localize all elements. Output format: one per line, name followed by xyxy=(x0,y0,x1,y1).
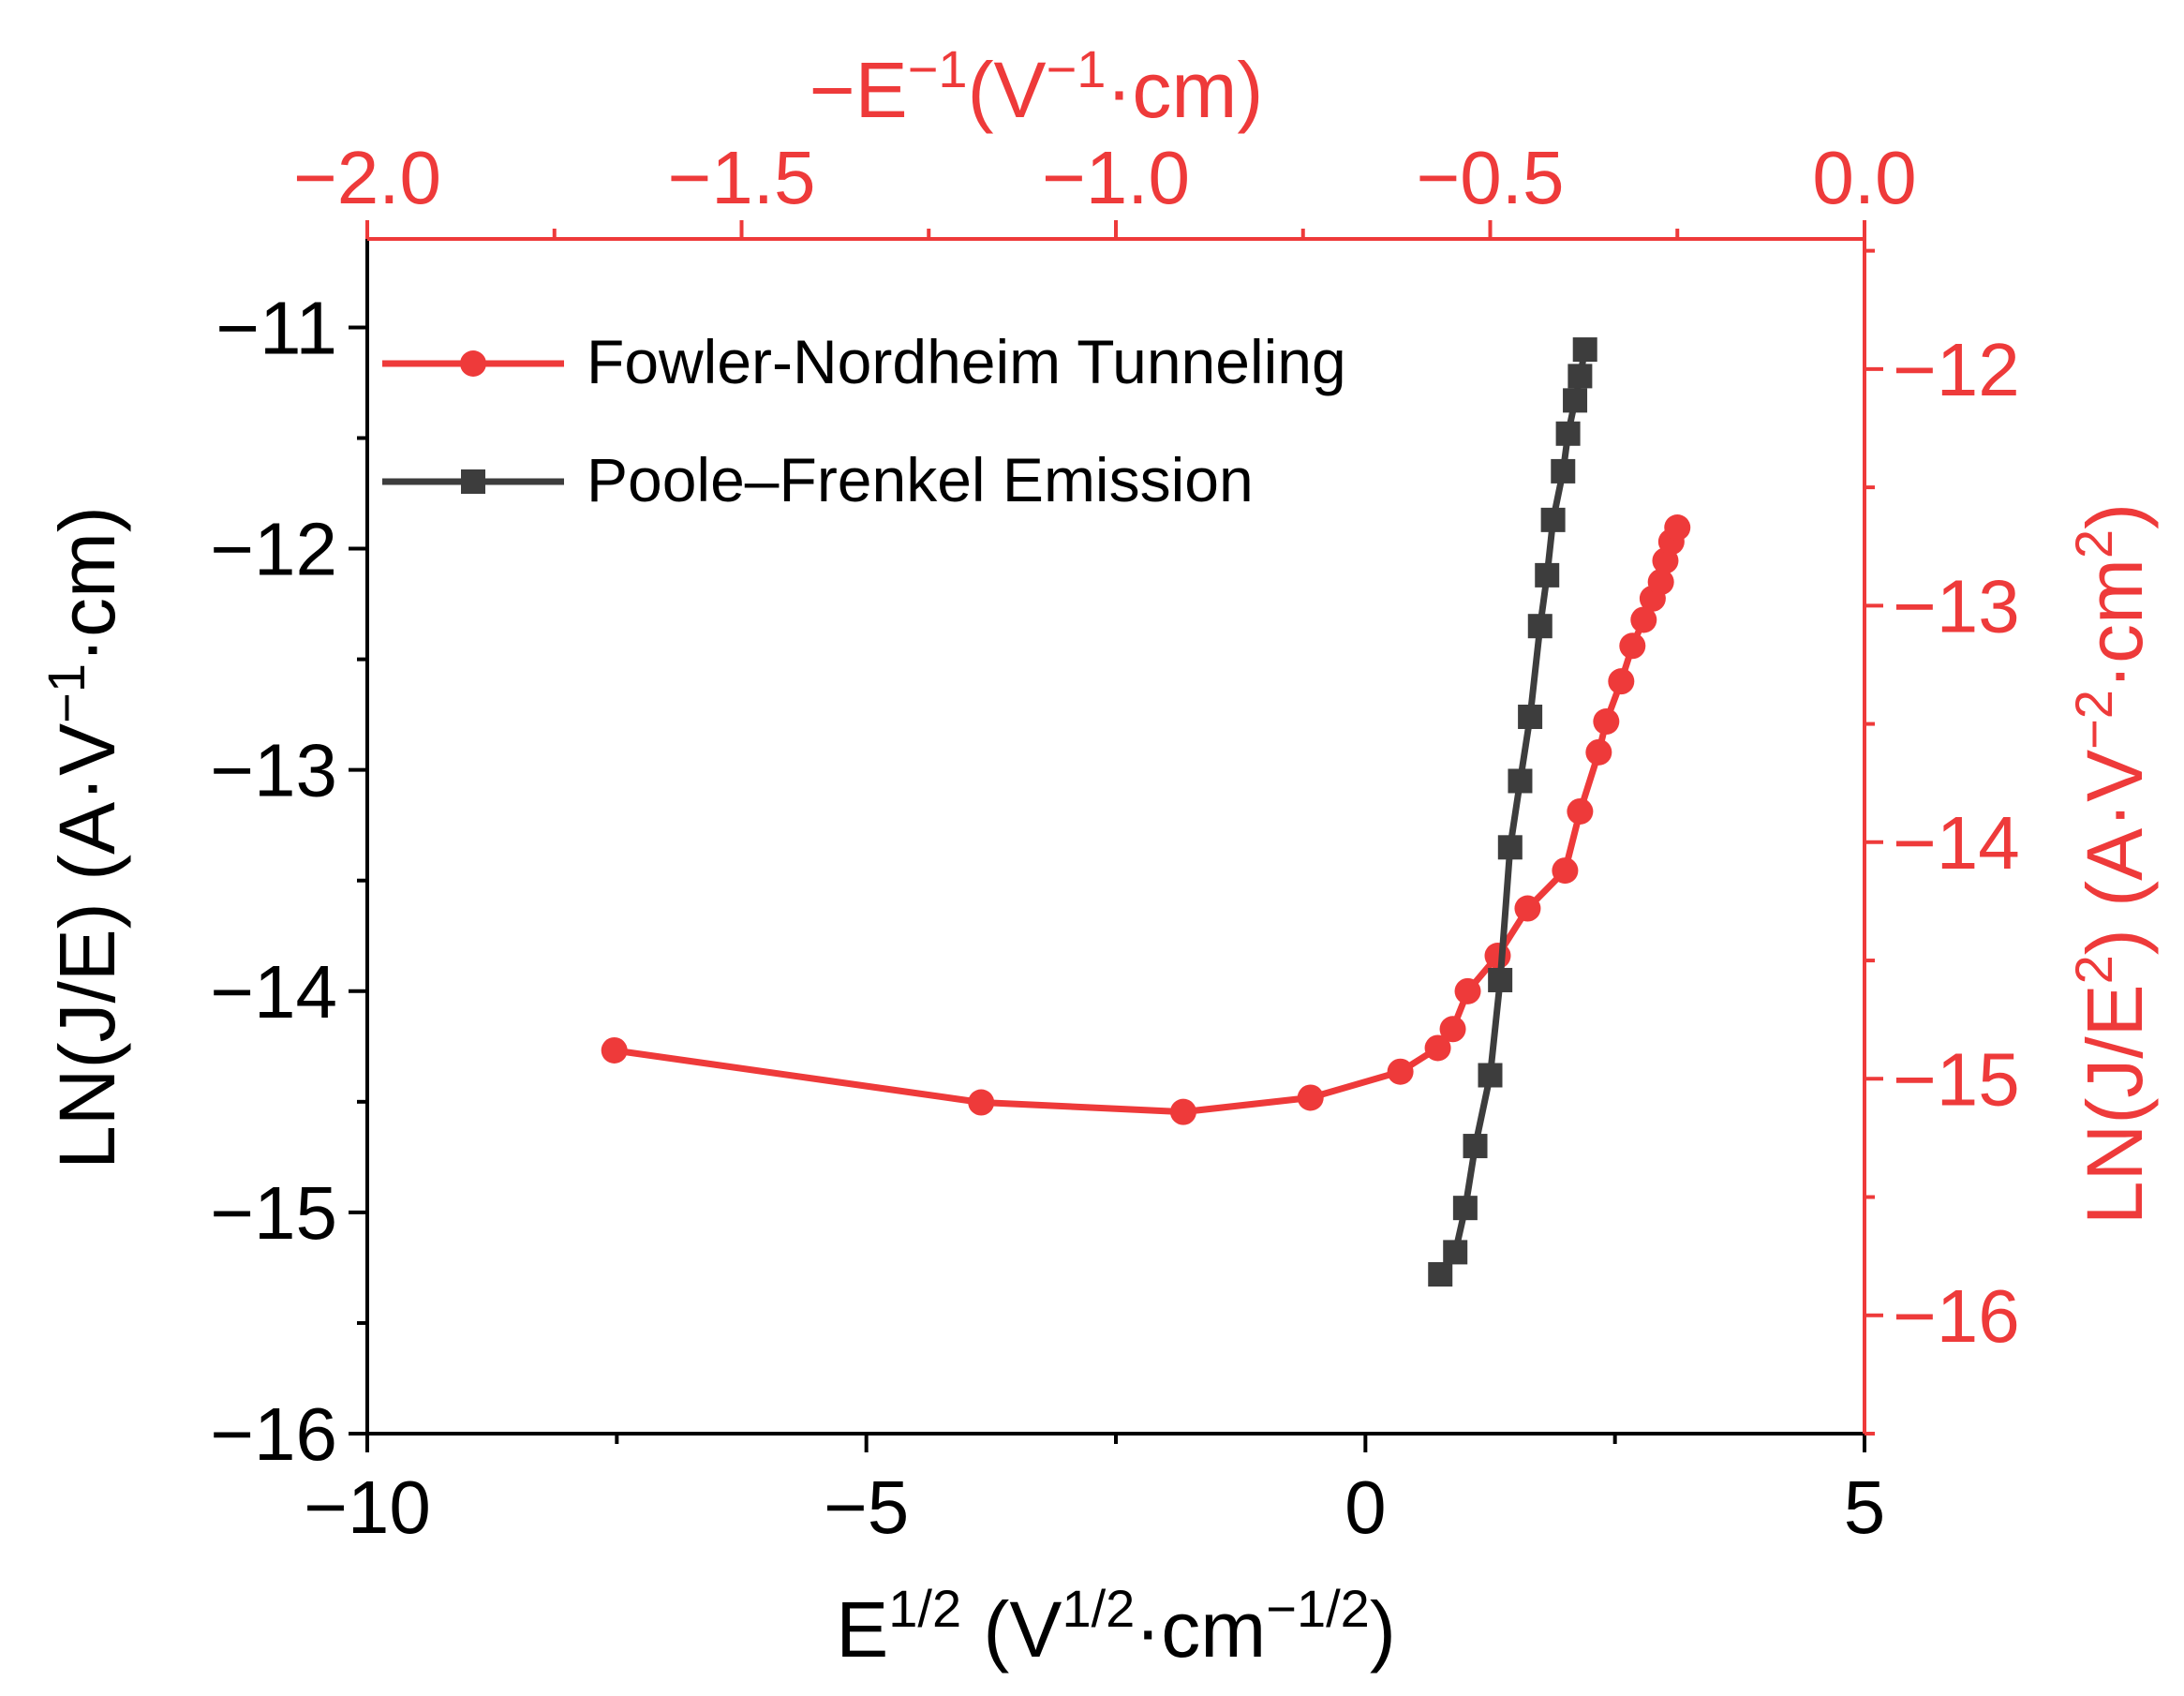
pf-data-point xyxy=(1428,1262,1453,1287)
fn-data-point xyxy=(1387,1058,1414,1085)
right-tick-label: −13 xyxy=(1893,564,2020,647)
legend-marker-fn xyxy=(460,350,486,377)
pf-data-point xyxy=(1555,421,1581,446)
y-axis-title-right-mid: ) (A·V xyxy=(2071,750,2159,955)
fn-data-point xyxy=(1514,895,1541,922)
pf-data-point xyxy=(1463,1134,1488,1159)
series-fowler-nordheim xyxy=(601,514,1691,1125)
left-tick-label: −16 xyxy=(210,1392,337,1476)
bottom-tick-labels: −10 −5 0 5 xyxy=(304,1465,1885,1549)
top-tick-label: −1.5 xyxy=(668,136,816,219)
fn-data-point xyxy=(1454,977,1481,1004)
fn-data-point xyxy=(1664,514,1691,542)
x-axis-title-bottom: E1/2 (V1/2·cm−1/2) xyxy=(836,1579,1396,1674)
top-tick-label: 0.0 xyxy=(1812,136,1916,219)
x-axis-title-top-mid: (V xyxy=(968,46,1047,134)
pf-data-point xyxy=(1452,1196,1478,1221)
left-tick-label: −15 xyxy=(210,1171,337,1255)
right-tick-label: −16 xyxy=(1893,1274,2020,1358)
bottom-tick-label: 0 xyxy=(1345,1465,1387,1549)
left-tick-labels: −16 −15 −14 −13 −12 −11 xyxy=(210,286,337,1476)
fn-data-point xyxy=(1593,708,1620,736)
y-axis-title-right-sup3: 2 xyxy=(2064,529,2123,558)
right-tick-label: −12 xyxy=(1893,328,2020,411)
y-axis-title-right: LN(J/E2) (A·V−2·cm2) xyxy=(2064,503,2159,1225)
pf-data-point xyxy=(1518,705,1543,729)
pf-data-point xyxy=(1527,614,1553,639)
fn-data-point xyxy=(1567,797,1594,825)
pf-data-point xyxy=(1540,507,1566,532)
y-axis-title-left-main: LN(J/E) (A·V xyxy=(43,723,131,1169)
x-axis-title-bottom-sup3: −1/2 xyxy=(1266,1579,1370,1638)
pf-data-point xyxy=(1443,1240,1468,1265)
right-tick-label: −14 xyxy=(1893,801,2020,885)
x-axis-title-bottom-sup2: 1/2 xyxy=(1062,1579,1135,1638)
y-axis-title-right-main: LN(J/E xyxy=(2071,984,2159,1225)
pf-data-point xyxy=(1488,967,1513,992)
legend-label-pf: Poole–Frenkel Emission xyxy=(587,445,1254,514)
x-axis-title-top-sup2: −1 xyxy=(1047,39,1107,98)
x-axis-title-bottom-main: E xyxy=(836,1585,888,1674)
right-tick-labels: −16 −15 −14 −13 −12 xyxy=(1893,328,2020,1358)
x-axis-title-top-end: ·cm) xyxy=(1106,46,1263,134)
bottom-tick-label: −10 xyxy=(304,1465,431,1549)
pf-data-point xyxy=(1478,1063,1503,1088)
legend-marker-pf xyxy=(461,469,485,494)
top-tick-label: −1.0 xyxy=(1042,136,1190,219)
y-axis-title-right-sup2: −2 xyxy=(2064,690,2123,750)
pf-data-point xyxy=(1572,337,1597,363)
y-axis-title-right-end: ) xyxy=(2071,503,2159,529)
right-tick-label: −15 xyxy=(1893,1037,2020,1121)
legend-label-fn: Fowler-Nordheim Tunneling xyxy=(587,327,1346,396)
y-axis-title-left-sup1: −1 xyxy=(37,663,96,723)
bottom-tick-label: 5 xyxy=(1844,1465,1886,1549)
series-poole-frenkel xyxy=(1428,337,1597,1287)
x-axis-title-top-sup1: −1 xyxy=(908,39,968,98)
y-axis-title-right-mid2: ·cm xyxy=(2071,558,2159,690)
y-axis-title-left-end: ·cm) xyxy=(43,506,131,663)
pf-data-point xyxy=(1497,835,1523,860)
fn-data-point xyxy=(1647,569,1674,596)
left-tick-label: −11 xyxy=(215,286,337,369)
fn-data-point xyxy=(601,1036,628,1064)
fn-data-point xyxy=(1439,1016,1466,1043)
left-tick-label: −13 xyxy=(210,729,337,812)
x-axis-title-bottom-sup1: 1/2 xyxy=(888,1579,961,1638)
fn-data-point xyxy=(1552,857,1579,885)
pf-data-point xyxy=(1508,768,1533,794)
fn-data-point xyxy=(1169,1098,1196,1125)
fn-data-point xyxy=(1585,738,1612,766)
x-axis-title-bottom-mid2: ·cm xyxy=(1135,1585,1266,1674)
bottom-tick-label: −5 xyxy=(824,1465,909,1549)
x-axis-title-bottom-end: ) xyxy=(1370,1585,1396,1674)
top-tick-labels: −2.0 −1.5 −1.0 −0.5 0.0 xyxy=(293,136,1917,219)
fn-data-point xyxy=(1297,1084,1324,1111)
top-tick-label: −0.5 xyxy=(1417,136,1565,219)
pf-data-point xyxy=(1567,364,1593,389)
x-axis-title-top-main: −E xyxy=(810,46,908,134)
left-tick-label: −14 xyxy=(210,950,337,1034)
y-axis-title-left: LN(J/E) (A·V−1·cm) xyxy=(37,506,131,1169)
fn-data-point xyxy=(1424,1034,1451,1062)
x-axis-title-bottom-mid: (V xyxy=(961,1585,1062,1674)
fn-data-point xyxy=(1619,632,1646,660)
y-axis-title-right-sup1: 2 xyxy=(2064,955,2123,984)
left-tick-label: −12 xyxy=(210,508,337,591)
fn-data-point xyxy=(968,1089,995,1116)
x-axis-title-top: −E−1(V−1·cm) xyxy=(810,39,1264,134)
pf-data-point xyxy=(1535,562,1560,588)
fn-data-point xyxy=(1484,943,1511,969)
pf-data-point xyxy=(1551,458,1576,484)
legend: Fowler-Nordheim Tunneling Poole–Frenkel … xyxy=(382,327,1346,514)
fn-data-point xyxy=(1608,668,1635,695)
top-tick-label: −2.0 xyxy=(293,136,441,219)
fn-data-point xyxy=(1630,606,1657,633)
pf-data-point xyxy=(1563,388,1588,413)
